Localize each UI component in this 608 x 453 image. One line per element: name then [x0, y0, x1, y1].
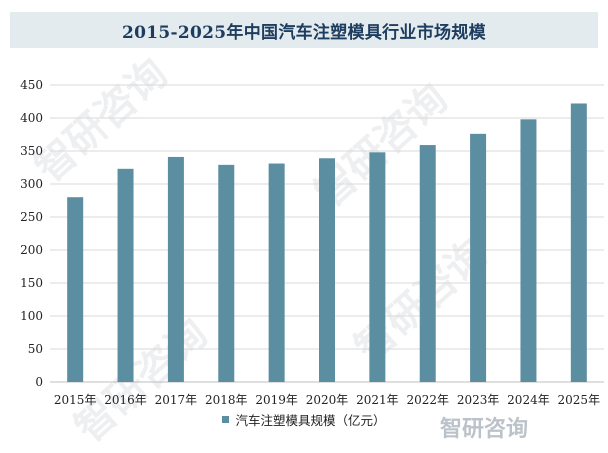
- bar: [319, 158, 335, 382]
- x-tick-label: 2015年: [54, 393, 97, 407]
- y-tick-label: 50: [28, 342, 43, 356]
- bar: [268, 163, 285, 382]
- x-axis-ticks: 2015年 2016年 2017年 2018年 2019年 2020年 2021年 2022年…: [54, 393, 600, 407]
- y-tick-label: 250: [20, 210, 43, 224]
- x-tick-label: 2025年: [558, 393, 601, 407]
- legend: 汽车注塑模具规模（亿元）: [0, 409, 608, 429]
- y-tick-label: 450: [20, 78, 43, 92]
- watermark-logo: 智研咨询: [440, 417, 529, 442]
- bar: [570, 103, 587, 382]
- bar: [419, 145, 436, 382]
- y-tick-label: 100: [20, 309, 43, 323]
- bar: [369, 152, 386, 382]
- y-tick-label: 300: [20, 177, 43, 191]
- legend-label: 汽车注塑模具规模（亿元）: [235, 412, 386, 428]
- x-tick-label: 2018年: [205, 393, 248, 407]
- bar: [218, 164, 235, 382]
- bar: [520, 119, 537, 382]
- bar: [67, 197, 84, 382]
- x-tick-label: 2020年: [306, 393, 349, 407]
- x-tick-label: 2016年: [104, 393, 147, 407]
- bar: [167, 156, 184, 382]
- y-tick-label: 0: [35, 375, 43, 389]
- bar: [470, 133, 487, 382]
- y-tick-label: 400: [20, 111, 43, 125]
- chart-title: 2015-2025年中国汽车注塑模具行业市场规模: [122, 22, 486, 43]
- x-tick-label: 2019年: [255, 393, 298, 407]
- y-tick-label: 200: [20, 243, 43, 257]
- x-tick-label: 2024年: [507, 393, 550, 407]
- y-tick-label: 150: [20, 276, 43, 290]
- y-axis-ticks: 0 50 100 150 200 250 300 350 400 450: [20, 78, 43, 389]
- legend-swatch: [222, 415, 230, 423]
- y-tick-label: 350: [20, 144, 43, 158]
- bars: [67, 103, 587, 382]
- x-tick-label: 2022年: [406, 393, 449, 407]
- bar: [117, 168, 134, 382]
- x-tick-label: 2023年: [457, 393, 500, 407]
- chart-title-band: 2015-2025年中国汽车注塑模具行业市场规模: [10, 12, 598, 48]
- x-tick-label: 2017年: [155, 393, 198, 407]
- x-tick-label: 2021年: [356, 393, 399, 407]
